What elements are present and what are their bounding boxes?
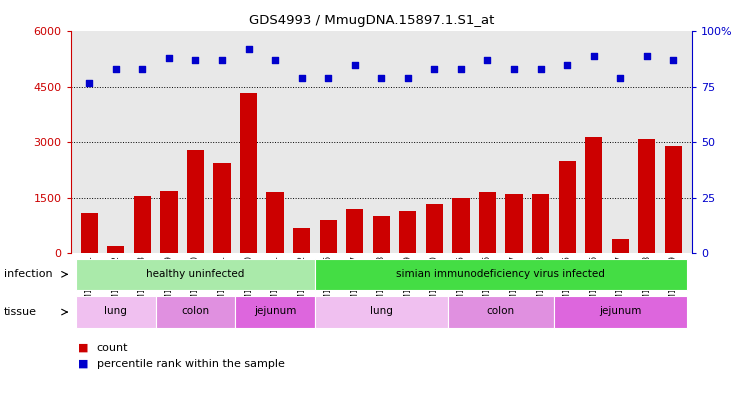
Text: GDS4993 / MmugDNA.15897.1.S1_at: GDS4993 / MmugDNA.15897.1.S1_at — [249, 14, 495, 27]
Bar — [426, 204, 443, 253]
Text: infection: infection — [4, 269, 52, 279]
Bar — [559, 161, 576, 253]
Bar — [479, 193, 496, 253]
Bar — [400, 211, 417, 253]
Bar — [160, 191, 178, 253]
Text: healthy uninfected: healthy uninfected — [147, 269, 245, 279]
Point — [641, 53, 652, 59]
Point — [322, 75, 334, 81]
Text: tissue: tissue — [4, 307, 36, 317]
Bar — [638, 139, 655, 253]
Point — [163, 55, 175, 61]
Bar — [76, 296, 155, 328]
Text: jejunum: jejunum — [599, 307, 641, 316]
Text: colon: colon — [487, 307, 515, 316]
Point — [561, 62, 573, 68]
Point — [429, 66, 440, 72]
Point — [349, 62, 361, 68]
Point — [588, 53, 600, 59]
Bar — [585, 137, 603, 253]
Text: lung: lung — [104, 307, 127, 316]
Bar — [214, 163, 231, 253]
Point — [376, 75, 388, 81]
Point — [295, 75, 307, 81]
Text: lung: lung — [370, 307, 393, 316]
Point — [455, 66, 467, 72]
Bar — [155, 296, 235, 328]
Bar — [235, 296, 315, 328]
Bar — [505, 194, 523, 253]
Bar — [346, 209, 363, 253]
Bar — [266, 193, 283, 253]
Text: ■: ■ — [78, 358, 89, 369]
Bar — [107, 246, 124, 253]
Bar — [187, 150, 204, 253]
Text: count: count — [97, 343, 128, 353]
Point — [216, 57, 228, 63]
Bar — [320, 220, 337, 253]
Bar — [134, 196, 151, 253]
Text: ■: ■ — [78, 343, 89, 353]
Bar — [80, 213, 98, 253]
Point — [110, 66, 122, 72]
Point — [83, 79, 95, 86]
Bar — [554, 296, 687, 328]
Point — [402, 75, 414, 81]
Point — [243, 46, 254, 52]
Bar — [373, 217, 390, 253]
Point — [535, 66, 547, 72]
Bar — [76, 259, 315, 290]
Text: simian immunodeficiency virus infected: simian immunodeficiency virus infected — [397, 269, 605, 279]
Point — [481, 57, 493, 63]
Bar — [664, 146, 682, 253]
Bar — [532, 194, 549, 253]
Bar — [452, 198, 469, 253]
Point — [615, 75, 626, 81]
Point — [136, 66, 148, 72]
Point — [190, 57, 202, 63]
Bar — [240, 92, 257, 253]
Text: percentile rank within the sample: percentile rank within the sample — [97, 358, 285, 369]
Point — [269, 57, 281, 63]
Bar — [315, 259, 687, 290]
Bar — [448, 296, 554, 328]
Point — [508, 66, 520, 72]
Text: jejunum: jejunum — [254, 307, 296, 316]
Point — [667, 57, 679, 63]
Bar — [293, 228, 310, 253]
Text: colon: colon — [182, 307, 210, 316]
Bar — [612, 239, 629, 253]
Bar — [315, 296, 448, 328]
